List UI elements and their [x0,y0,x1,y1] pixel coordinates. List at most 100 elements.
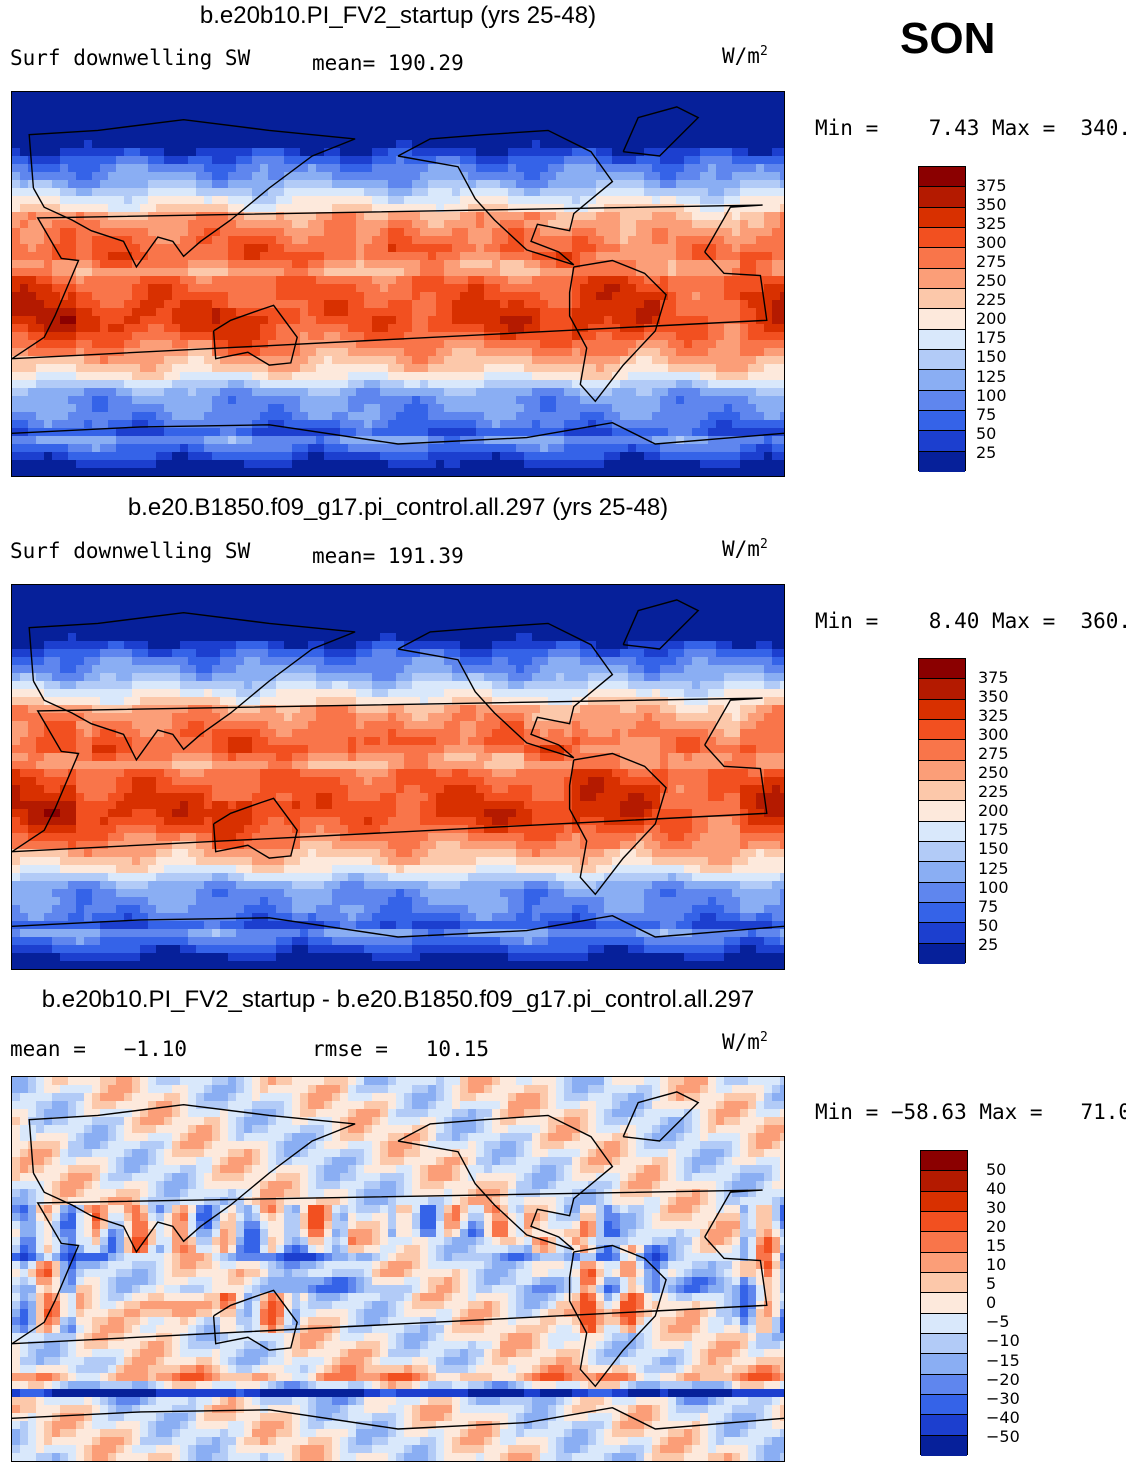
map-cell [324,428,333,437]
map-cell [764,468,773,476]
map-cell [244,116,253,125]
map-cell [76,116,85,125]
map-cell [44,132,53,141]
map-cell [316,156,325,165]
map-cell [76,428,85,437]
map-cell [700,92,709,101]
map-cell [580,188,589,197]
map-cell [244,364,253,373]
map-cell [44,228,53,237]
map-cell [276,132,285,141]
map-cell [500,228,509,237]
map-cell [28,132,37,141]
map-cell [348,436,357,445]
map-cell [116,204,125,213]
map-cell [388,100,397,109]
map-cell [284,236,293,245]
map-cell [492,164,501,173]
map-cell [372,593,381,602]
map-cell [420,244,429,253]
map-cell [612,188,621,197]
map-cell [44,172,53,181]
map-cell [212,180,221,189]
map-cell [420,212,429,221]
map-cell [156,164,165,173]
map-cell [740,156,749,165]
map-cell [588,436,597,445]
map-cell [676,164,685,173]
map-cell [604,188,613,197]
map-cell [596,292,605,301]
map-cell [228,204,237,213]
map-cell [580,444,589,453]
map-cell [380,196,389,205]
map-cell [596,180,605,189]
map-cell [468,180,477,189]
map-cell [436,601,445,610]
map-cell [412,468,421,476]
map-cell [556,404,565,413]
map-cell [460,204,469,213]
map-cell [580,380,589,389]
map-cell [180,100,189,109]
map-cell [412,220,421,229]
map-cell [452,180,461,189]
map-cell [476,156,485,165]
map-cell [548,308,557,317]
map-cell [780,260,784,269]
map-cell [28,260,37,269]
map-cell [668,244,677,253]
map-cell [28,412,37,421]
map-cell [148,228,157,237]
map-cell [660,132,669,141]
map-cell [548,593,557,602]
map-cell [172,204,181,213]
map-cell [724,388,733,397]
map-cell [292,180,301,189]
map-cell [76,388,85,397]
map-cell [428,316,437,325]
map-cell [196,260,205,269]
map-cell [476,196,485,205]
map-cell [732,284,741,293]
map-cell [252,601,261,610]
map-cell [172,585,181,594]
map-cell [692,348,701,357]
map-cell [316,172,325,181]
map-cell [292,236,301,245]
map-cell [276,436,285,445]
map-cell [76,268,85,277]
map-cell [388,92,397,101]
map-cell [140,284,149,293]
map-cell [764,601,773,610]
map-cell [44,100,53,109]
map-cell [332,292,341,301]
map-cell [332,164,341,173]
map-cell [620,348,629,357]
map-cell [252,585,261,594]
map-cell [92,593,101,602]
map-cell [676,308,685,317]
map-cell [644,428,653,437]
map-cell [372,284,381,293]
map-cell [284,460,293,469]
map-cell [588,324,597,333]
map-cell [236,332,245,341]
map-cell [204,348,213,357]
map-cell [620,428,629,437]
map-cell [668,172,677,181]
map-cell [572,188,581,197]
map-cell [780,196,784,205]
map-cell [36,601,45,610]
map-cell [204,228,213,237]
map-cell [100,132,109,141]
map-cell [460,276,469,285]
map-cell [732,601,741,610]
map-cell [524,276,533,285]
map-cell [332,601,341,610]
map-cell [140,460,149,469]
map-cell [564,468,573,476]
map-cell [644,444,653,453]
map-cell [164,260,173,269]
map-cell [420,164,429,173]
